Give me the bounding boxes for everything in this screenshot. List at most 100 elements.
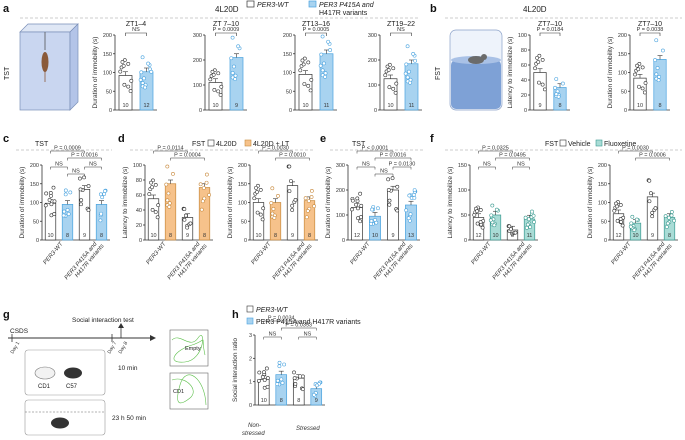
n-label-d2-2: 9: [291, 233, 294, 239]
data-point-f2: [647, 199, 652, 204]
data-point-h: [292, 370, 296, 375]
data-point-b2: [643, 81, 648, 85]
data-point-f1: [478, 220, 483, 224]
panel-b-condition: 4L20D: [523, 5, 547, 14]
stat-bracket-d2-1: [275, 157, 310, 161]
data-point-e: [408, 212, 413, 217]
data-point-e: [387, 202, 392, 207]
n-label-f2-0: 12: [615, 233, 621, 239]
data-point-c: [79, 198, 84, 203]
stat-bracket-c-1: [67, 157, 102, 161]
y-axis-label-d2: Duration of immobility (s): [227, 167, 234, 239]
y-tick-label-a1: 0: [109, 108, 112, 114]
data-point-f2: [648, 191, 653, 196]
data-point-h: [277, 364, 282, 369]
legend-variant-label-2: H417R variants: [319, 10, 368, 17]
data-point-a1: [126, 84, 131, 89]
x-label-wt-d1: PER3-WT: [146, 240, 169, 266]
data-point-e: [386, 188, 391, 192]
data-point-h: [282, 362, 287, 367]
label-23h50: 23 h 50 min: [112, 415, 146, 422]
fst-beaker-illustration: [449, 29, 503, 111]
n-label-c-0: 10: [47, 233, 53, 239]
stat-bracket-d1-0: [153, 150, 188, 154]
stat-bracket-b2: [639, 32, 661, 36]
data-point-c: [52, 199, 57, 204]
data-point-a4: [407, 69, 411, 74]
data-point-d1: [204, 180, 209, 185]
data-point-e: [406, 216, 411, 221]
data-point-f2: [665, 221, 670, 226]
panel-f-legend-1: Vehicle: [568, 141, 591, 148]
data-point-d2: [255, 190, 259, 194]
data-point-a3: [298, 68, 303, 73]
y-tick-label-b2: 0: [624, 108, 627, 114]
panel-f-legend-title: FST: [545, 141, 559, 148]
legend-variant-label-1: PER3 P415A and: [319, 2, 375, 9]
panel-c-title: TST: [35, 141, 49, 148]
y-tick-label-d2: 100: [238, 201, 247, 207]
y-tick-label-b1: 0: [524, 108, 527, 114]
legend-wt-swatch: [246, 0, 255, 8]
data-point-f2: [669, 210, 674, 214]
data-point-d1: [147, 192, 152, 196]
data-point-a3: [319, 52, 324, 57]
data-point-a1: [142, 76, 146, 81]
data-point-d2: [290, 203, 295, 208]
data-point-d1: [155, 215, 160, 220]
data-point-a3: [320, 34, 325, 39]
n-label-d2-0: 10: [255, 233, 261, 239]
data-point-e: [386, 177, 391, 182]
panel-h-legend-swatch-wt: [246, 305, 254, 313]
y-tick-label-c: 100: [30, 201, 39, 207]
stat-bracket-f1-2: [478, 166, 496, 170]
y-tick-label-b2: 100: [618, 71, 627, 77]
n-label-a4-1: 11: [409, 103, 415, 109]
y-tick-label-a4: 0: [374, 108, 377, 114]
y-tick-label-c: 150: [30, 182, 39, 188]
y-tick-label-a4: 100: [368, 83, 377, 89]
data-point-b1: [533, 66, 537, 71]
y-tick-label-b1: 80: [521, 48, 527, 54]
data-point-c: [78, 187, 83, 192]
data-point-b1: [554, 92, 559, 97]
bar-a3-1: [319, 53, 334, 111]
stat-label-a1: NS: [132, 27, 140, 33]
chart-title-a2: ZT 7–10: [213, 21, 239, 28]
data-point-d1: [201, 186, 206, 190]
data-point-a3: [300, 58, 305, 63]
y-axis-label-f2: Duration of immobility (s): [587, 167, 594, 239]
data-point-c: [86, 184, 91, 188]
data-point-a1: [140, 81, 145, 85]
data-point-e: [355, 196, 360, 201]
panel-label-a: a: [3, 3, 10, 15]
stat-label-a2: P = 0.0009: [213, 27, 240, 33]
data-point-d2: [261, 206, 266, 211]
data-point-d2: [303, 196, 308, 201]
n-label-d1-2: 9: [186, 233, 189, 239]
data-point-b2: [656, 78, 661, 83]
data-point-a4: [387, 85, 392, 90]
panel-g-csds: CSDS: [10, 328, 29, 335]
data-point-c: [62, 209, 67, 214]
stat-label-a3: P = 0.0005: [303, 27, 330, 33]
label-c57: C57: [66, 384, 78, 390]
stat-label-f2-1: P = 0.0006: [639, 153, 666, 159]
panel-h-legend-swatch-var: [246, 317, 254, 325]
panel-f-legend-2: Fluoxetine: [604, 141, 636, 148]
arena-empty-label: Empty: [185, 346, 201, 352]
n-label-e-2: 9: [391, 233, 394, 239]
y-tick-label-d1: 80: [136, 178, 142, 184]
data-point-f1: [526, 217, 531, 222]
stat-label-e-2: NS: [362, 162, 370, 168]
n-label-b1-1: 8: [558, 103, 561, 109]
panel-h-legend-var: PER3 P415A and H417R variants: [256, 319, 361, 326]
data-point-f1: [492, 223, 497, 228]
n-label-h-0: 10: [261, 398, 267, 404]
data-point-d2: [270, 211, 275, 216]
y-tick-label-h: 1: [249, 380, 252, 386]
data-point-e: [404, 208, 409, 213]
data-point-c: [100, 195, 105, 200]
n-label-d2-1: 8: [274, 233, 277, 239]
data-point-f2: [634, 217, 639, 222]
